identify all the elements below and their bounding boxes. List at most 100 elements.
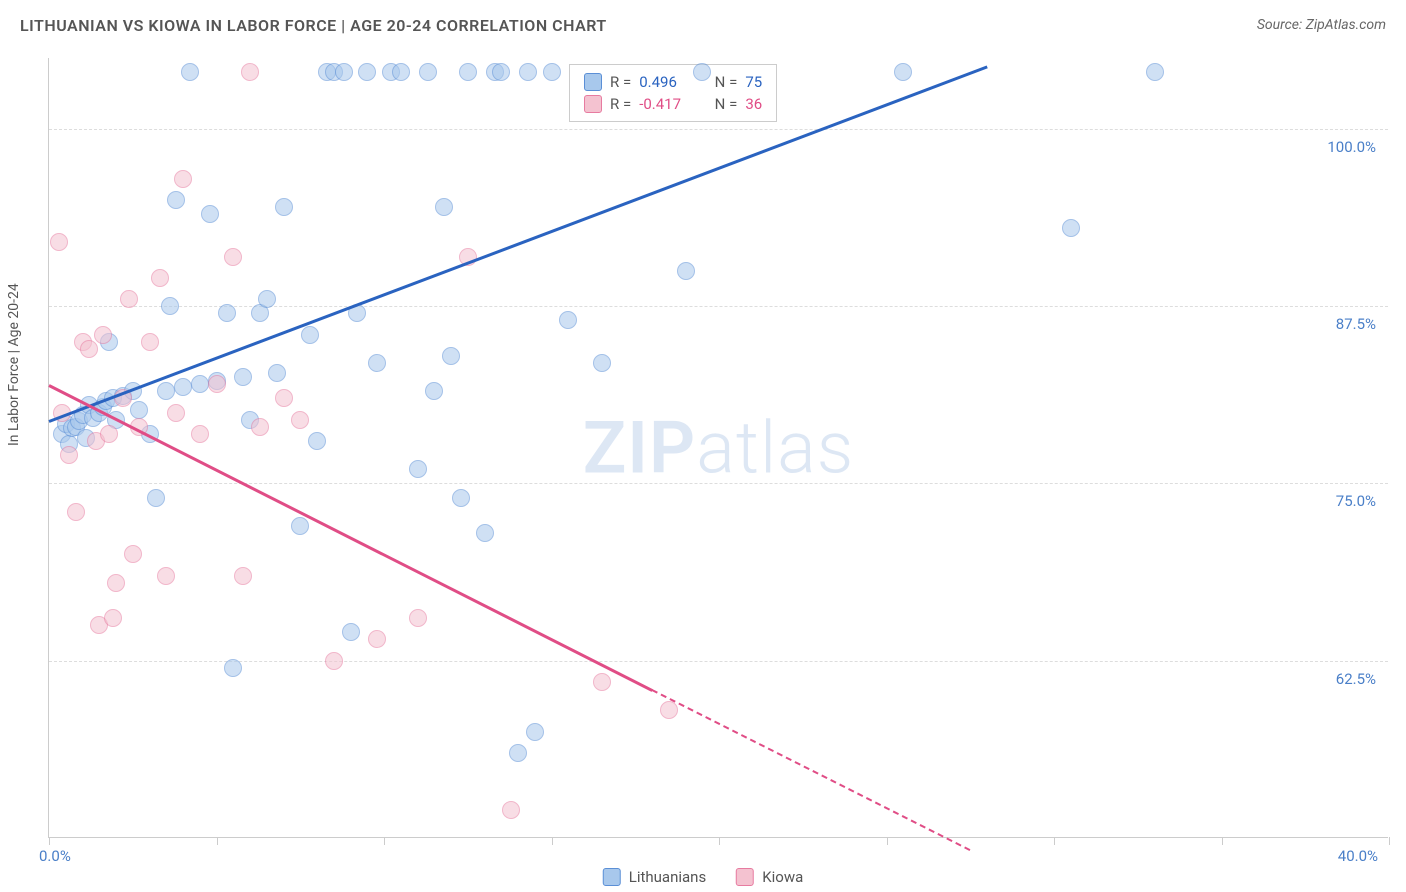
- legend-label: Lithuanians: [629, 868, 706, 886]
- x-axis-max-label: 40.0%: [1338, 847, 1378, 865]
- data-point: [559, 311, 577, 329]
- data-point: [258, 290, 276, 308]
- data-point: [141, 333, 159, 351]
- data-point: [409, 460, 427, 478]
- data-point: [275, 198, 293, 216]
- y-tick-label: 87.5%: [1336, 315, 1376, 333]
- x-tick: [49, 837, 50, 845]
- data-point: [358, 63, 376, 81]
- data-point: [1062, 219, 1080, 237]
- gridline: [49, 661, 1388, 662]
- data-point: [425, 382, 443, 400]
- data-point: [147, 489, 165, 507]
- data-point: [124, 545, 142, 563]
- data-point: [157, 382, 175, 400]
- data-point: [67, 503, 85, 521]
- x-tick: [217, 837, 218, 845]
- data-point: [167, 191, 185, 209]
- data-point: [593, 673, 611, 691]
- data-point: [275, 389, 293, 407]
- data-point: [308, 432, 326, 450]
- data-point: [181, 63, 199, 81]
- data-point: [693, 63, 711, 81]
- data-point: [201, 205, 219, 223]
- chart-legend: Lithuanians Kiowa: [603, 868, 804, 886]
- x-tick: [552, 837, 553, 845]
- data-point: [208, 375, 226, 393]
- data-point: [50, 233, 68, 251]
- data-point: [409, 609, 427, 627]
- data-point: [157, 567, 175, 585]
- data-point: [435, 198, 453, 216]
- stats-r-label: R =: [610, 95, 631, 113]
- stats-r-value: 0.496: [639, 73, 699, 91]
- data-point: [492, 63, 510, 81]
- data-point: [130, 401, 148, 419]
- gridline: [49, 483, 1388, 484]
- data-point: [526, 723, 544, 741]
- data-point: [268, 364, 286, 382]
- data-point: [543, 63, 561, 81]
- data-point: [452, 489, 470, 507]
- data-point: [107, 574, 125, 592]
- data-point: [342, 623, 360, 641]
- legend-item: Kiowa: [736, 868, 803, 886]
- y-tick-label: 75.0%: [1336, 492, 1376, 510]
- x-tick: [719, 837, 720, 845]
- stats-box: R = 0.496 N = 75R = -0.417 N = 36: [569, 64, 777, 122]
- x-tick: [887, 837, 888, 845]
- data-point: [502, 801, 520, 819]
- watermark: ZIPatlas: [583, 405, 855, 490]
- x-tick: [1054, 837, 1055, 845]
- data-point: [191, 375, 209, 393]
- data-point: [120, 290, 138, 308]
- data-point: [291, 411, 309, 429]
- data-point: [151, 269, 169, 287]
- legend-item: Lithuanians: [603, 868, 706, 886]
- stats-swatch: [584, 73, 602, 91]
- stats-n-label: N =: [707, 95, 737, 113]
- gridline: [49, 129, 1388, 130]
- gridline: [49, 306, 1388, 307]
- data-point: [80, 340, 98, 358]
- x-axis-min-label: 0.0%: [39, 847, 71, 865]
- data-point: [476, 524, 494, 542]
- data-point: [218, 304, 236, 322]
- chart-title: LITHUANIAN VS KIOWA IN LABOR FORCE | AGE…: [20, 16, 607, 35]
- x-tick: [1389, 837, 1390, 845]
- data-point: [234, 368, 252, 386]
- data-point: [100, 425, 118, 443]
- stats-r-label: R =: [610, 73, 631, 91]
- data-point: [104, 609, 122, 627]
- data-point: [325, 652, 343, 670]
- data-point: [335, 63, 353, 81]
- data-point: [224, 248, 242, 266]
- regression-line: [48, 384, 652, 692]
- stats-n-value: 75: [745, 73, 762, 91]
- stats-row: R = -0.417 N = 36: [584, 93, 762, 115]
- y-tick-label: 100.0%: [1327, 138, 1376, 156]
- data-point: [291, 517, 309, 535]
- regression-line: [652, 689, 971, 851]
- x-tick: [384, 837, 385, 845]
- stats-swatch: [584, 95, 602, 113]
- stats-n-label: N =: [707, 73, 737, 91]
- data-point: [509, 744, 527, 762]
- data-point: [392, 63, 410, 81]
- data-point: [167, 404, 185, 422]
- data-point: [251, 418, 269, 436]
- data-point: [660, 701, 678, 719]
- stats-row: R = 0.496 N = 75: [584, 71, 762, 93]
- data-point: [161, 297, 179, 315]
- data-point: [459, 63, 477, 81]
- watermark-zip: ZIP: [583, 405, 696, 490]
- legend-label: Kiowa: [762, 868, 803, 886]
- chart-source: Source: ZipAtlas.com: [1257, 17, 1386, 33]
- legend-swatch: [736, 868, 754, 886]
- y-tick-label: 62.5%: [1336, 670, 1376, 688]
- data-point: [519, 63, 537, 81]
- watermark-atlas: atlas: [696, 405, 854, 490]
- data-point: [301, 326, 319, 344]
- chart-header: LITHUANIAN VS KIOWA IN LABOR FORCE | AGE…: [0, 0, 1406, 50]
- data-point: [894, 63, 912, 81]
